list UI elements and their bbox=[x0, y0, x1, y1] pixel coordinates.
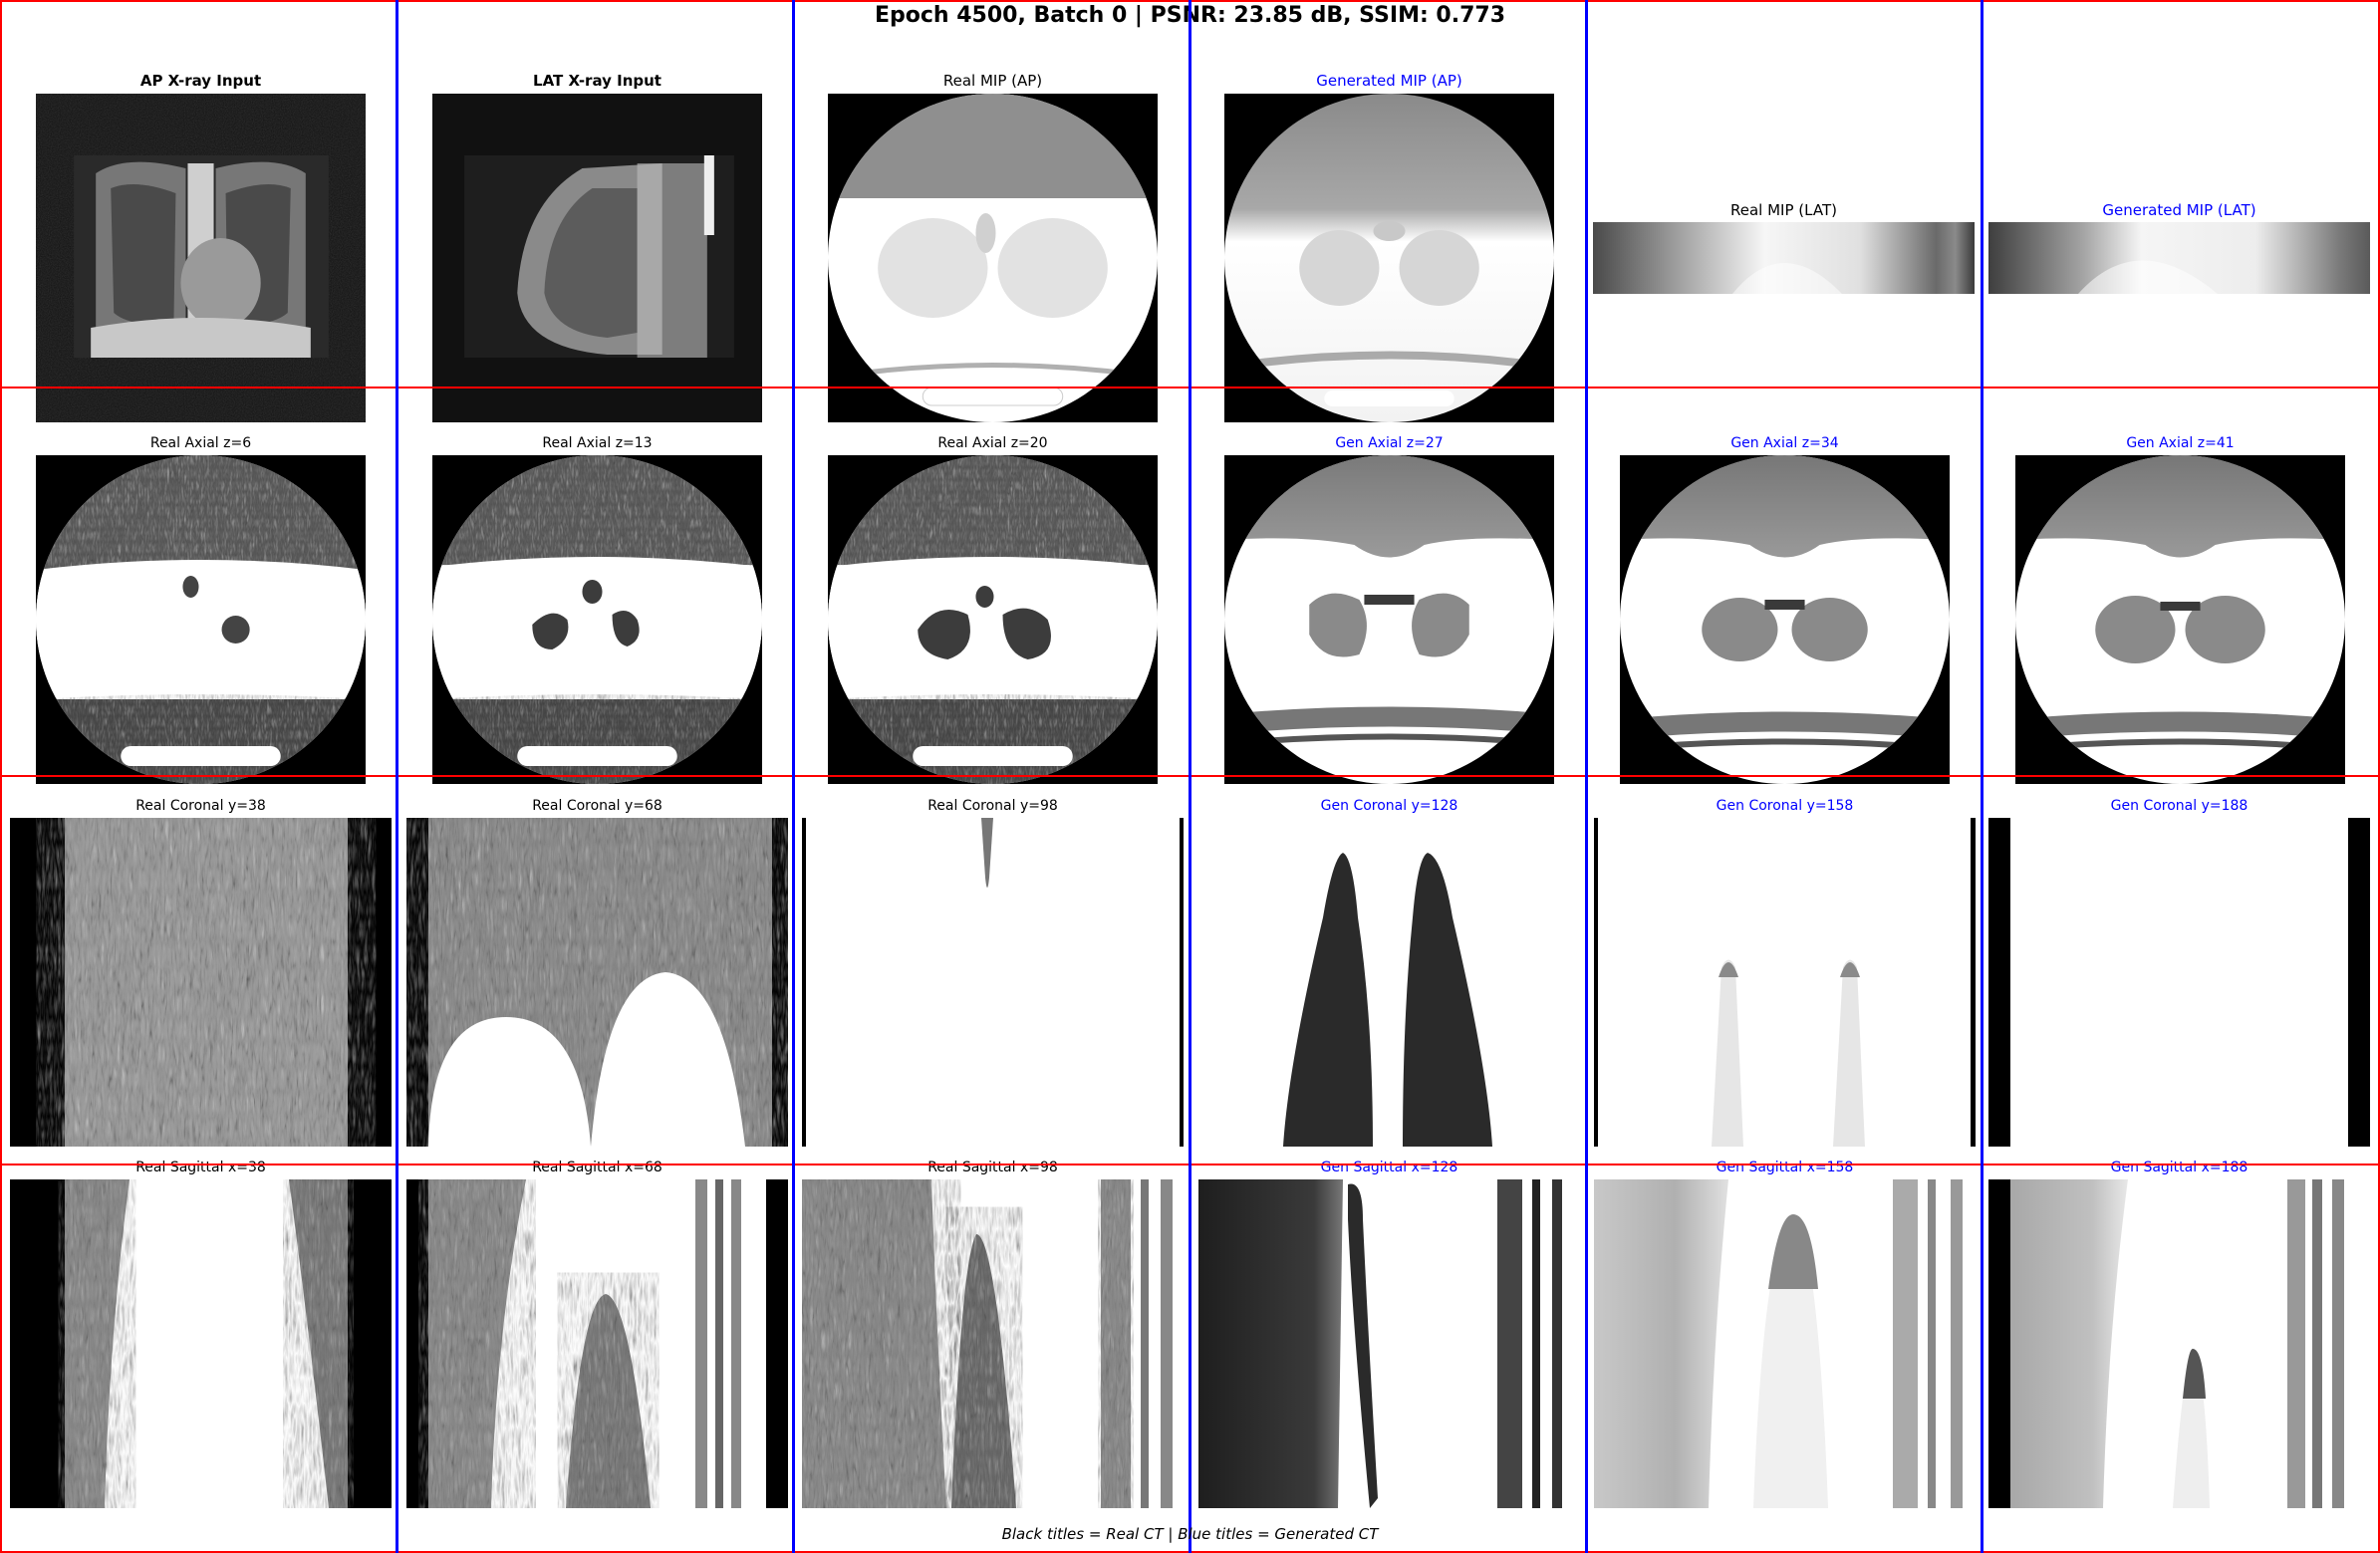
panel-title: Real Sagittal x=98 bbox=[927, 1160, 1058, 1175]
generated-mip-ap-image bbox=[1224, 94, 1554, 422]
panel-title: Gen Sagittal x=188 bbox=[2110, 1160, 2248, 1175]
gen-coronal-y188-image bbox=[1988, 818, 2370, 1147]
panel-title: Real Axial z=13 bbox=[542, 435, 653, 451]
panel-title: Generated MIP (LAT) bbox=[2102, 201, 2256, 219]
gen-coronal-y128-image bbox=[1198, 818, 1580, 1147]
panel-title: Gen Coronal y=158 bbox=[1716, 798, 1854, 814]
real-coronal-y68-image bbox=[406, 818, 788, 1147]
lateral-xray-image bbox=[432, 94, 762, 422]
real-mip-ap-image bbox=[828, 94, 1158, 422]
gen-sagittal-x128-image bbox=[1198, 1179, 1580, 1508]
panel-title: Real Axial z=20 bbox=[937, 435, 1048, 451]
gen-axial-z41-image bbox=[2015, 455, 2345, 784]
real-coronal-y38-image bbox=[10, 818, 392, 1147]
panel-title: Real Coronal y=68 bbox=[532, 798, 662, 814]
panel-title: Gen Sagittal x=128 bbox=[1320, 1160, 1458, 1175]
real-sagittal-x68-image bbox=[406, 1179, 788, 1508]
panel-title: Real Coronal y=38 bbox=[135, 798, 266, 814]
panel-title: Gen Coronal y=128 bbox=[1320, 798, 1458, 814]
panel-title: Generated MIP (AP) bbox=[1316, 72, 1462, 90]
column-separator bbox=[1189, 0, 1191, 1553]
figure-footer-legend: Black titles = Real CT | Blue titles = G… bbox=[1001, 1525, 1379, 1543]
panel-title: Real MIP (LAT) bbox=[1730, 201, 1837, 219]
panel-title: Gen Sagittal x=158 bbox=[1716, 1160, 1854, 1175]
real-axial-z13-image bbox=[432, 455, 762, 784]
column-separator bbox=[1585, 0, 1588, 1553]
generated-mip-lat-image bbox=[1988, 222, 2370, 294]
panel-title: Real MIP (AP) bbox=[942, 72, 1043, 90]
gen-sagittal-x158-image bbox=[1594, 1179, 1976, 1508]
panel-title: Real Axial z=6 bbox=[149, 435, 252, 451]
gen-axial-z27-image bbox=[1224, 455, 1554, 784]
ap-xray-image bbox=[36, 94, 366, 422]
column-separator bbox=[792, 0, 795, 1553]
gen-coronal-y158-image bbox=[1594, 818, 1976, 1147]
panel-title: Real Sagittal x=68 bbox=[532, 1160, 662, 1175]
panel-title: Real Sagittal x=38 bbox=[135, 1160, 266, 1175]
column-separator bbox=[1981, 0, 1983, 1553]
real-axial-z20-image bbox=[828, 455, 1158, 784]
panel-title: LAT X-ray Input bbox=[533, 72, 661, 90]
gen-axial-z34-image bbox=[1620, 455, 1950, 784]
panel-title: Gen Axial z=41 bbox=[2126, 435, 2235, 451]
panel-title: Real Coronal y=98 bbox=[927, 798, 1058, 814]
panel-title: Gen Axial z=34 bbox=[1730, 435, 1839, 451]
real-mip-lat-image bbox=[1593, 222, 1975, 294]
panel-title: AP X-ray Input bbox=[139, 72, 262, 90]
real-sagittal-x98-image bbox=[802, 1179, 1184, 1508]
panel-title: Gen Axial z=27 bbox=[1335, 435, 1444, 451]
panel-title: Gen Coronal y=188 bbox=[2110, 798, 2248, 814]
real-axial-z6-image bbox=[36, 455, 366, 784]
real-coronal-y98-image bbox=[802, 818, 1184, 1147]
gen-sagittal-x188-image bbox=[1988, 1179, 2370, 1508]
column-separator bbox=[396, 0, 398, 1553]
real-sagittal-x38-image bbox=[10, 1179, 392, 1508]
